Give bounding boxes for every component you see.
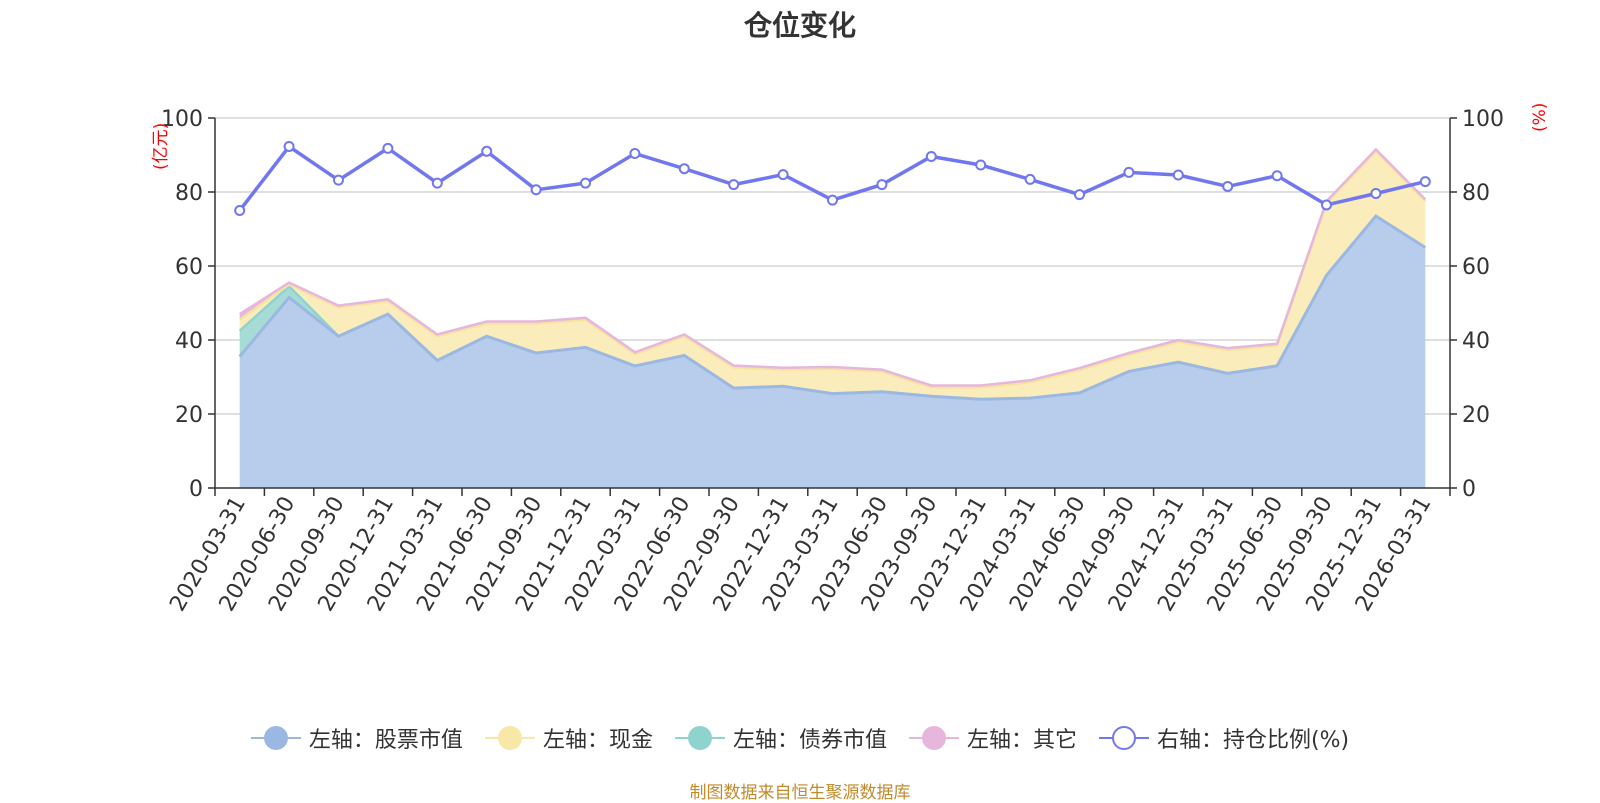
legend: 左轴：股票市值 左轴：现金 左轴：债券市值 左轴：其它 右轴：持仓比例(%) <box>0 722 1600 754</box>
legend-marker-icon <box>1098 726 1149 750</box>
legend-label: 左轴：债券市值 <box>732 728 887 753</box>
point-holding-ratio <box>1024 173 1036 185</box>
point-holding-ratio <box>580 177 591 189</box>
right-tick-label: 100 <box>1462 107 1504 132</box>
point-holding-ratio <box>431 177 443 189</box>
line-cash <box>238 149 1427 389</box>
point-holding-ratio <box>827 194 838 206</box>
point-holding-ratio <box>382 142 394 154</box>
legend-item[interactable]: 左轴：其它 <box>908 722 1077 754</box>
left-tick-label: 60 <box>175 255 203 280</box>
point-holding-ratio <box>1419 176 1431 188</box>
left-tick-label: 40 <box>175 329 203 354</box>
right-axis-unit: (%) <box>1530 102 1550 132</box>
area-stock <box>239 216 1426 488</box>
legend-label: 右轴：持仓比例(%) <box>1156 728 1350 753</box>
point-holding-ratio <box>333 174 344 186</box>
point-holding-ratio <box>481 145 493 157</box>
line-stock <box>238 214 1427 401</box>
right-tick-label: 0 <box>1462 477 1476 502</box>
right-tick-label: 20 <box>1462 403 1490 428</box>
point-holding-ratio <box>629 148 641 160</box>
point-holding-ratio <box>1123 166 1135 178</box>
legend-marker-icon <box>908 726 959 750</box>
legend-label: 左轴：股票市值 <box>308 728 463 753</box>
point-holding-ratio <box>728 179 740 191</box>
legend-marker-icon <box>674 726 725 750</box>
legend-item[interactable]: 左轴：债券市值 <box>674 722 887 754</box>
legend-item[interactable]: 左轴：现金 <box>484 722 653 754</box>
chart-title: 仓位变化 <box>743 9 856 42</box>
legend-marker-icon <box>250 726 301 750</box>
area-cash <box>239 151 1426 400</box>
right-tick-label: 60 <box>1462 255 1490 280</box>
legend-marker-icon <box>484 726 535 750</box>
point-holding-ratio <box>1271 170 1283 182</box>
left-tick-label: 20 <box>175 403 203 428</box>
point-holding-ratio <box>234 205 246 216</box>
legend-label: 左轴：其它 <box>966 728 1077 753</box>
left-tick-label: 80 <box>175 181 203 206</box>
legend-item[interactable]: 左轴：股票市值 <box>250 722 463 754</box>
point-holding-ratio <box>1370 187 1382 199</box>
point-holding-ratio <box>925 150 937 162</box>
point-holding-ratio <box>1222 180 1234 192</box>
data-source-note: 制图数据来自恒生聚源数据库 <box>689 783 911 803</box>
point-holding-ratio <box>678 163 690 175</box>
point-holding-ratio <box>1321 199 1332 211</box>
left-axis-unit: (亿元) <box>151 122 171 170</box>
right-tick-label: 80 <box>1462 181 1490 206</box>
right-tick-label: 40 <box>1462 329 1490 354</box>
point-holding-ratio <box>283 140 295 152</box>
point-holding-ratio <box>876 179 888 191</box>
left-tick-label: 100 <box>161 107 203 132</box>
legend-label: 左轴：现金 <box>542 728 653 753</box>
point-holding-ratio <box>777 169 789 181</box>
legend-item[interactable]: 右轴：持仓比例(%) <box>1098 722 1350 754</box>
point-holding-ratio <box>1172 169 1184 181</box>
point-holding-ratio <box>975 159 987 171</box>
left-tick-label: 0 <box>189 477 203 502</box>
line-other <box>239 147 1427 387</box>
point-holding-ratio <box>1074 189 1085 201</box>
point-holding-ratio <box>530 184 542 196</box>
